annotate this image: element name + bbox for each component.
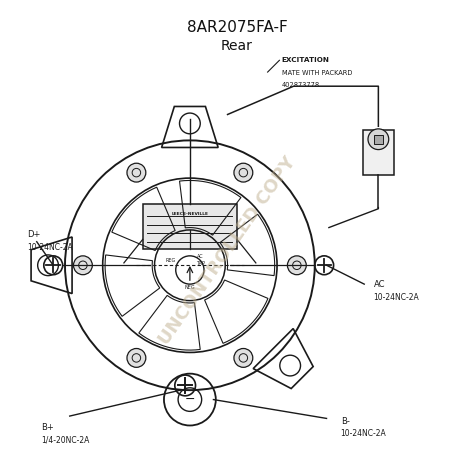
Text: −: − [185, 393, 195, 406]
Circle shape [73, 256, 92, 275]
Bar [143, 204, 237, 249]
Text: 10-24NC-2A: 10-24NC-2A [27, 243, 73, 252]
Text: B+: B+ [41, 423, 54, 432]
Circle shape [287, 256, 306, 275]
Text: LEECE-NEVILLE: LEECE-NEVILLE [172, 212, 209, 217]
Text: 10-24NC-2A: 10-24NC-2A [374, 293, 419, 302]
Text: 8AR2075FA-F: 8AR2075FA-F [187, 20, 287, 35]
Text: AC: AC [197, 254, 203, 259]
Bar [374, 135, 383, 144]
Text: 402873778: 402873778 [282, 82, 320, 88]
Text: 1/4-20NC-2A: 1/4-20NC-2A [41, 435, 90, 444]
Circle shape [127, 348, 146, 367]
Text: NEG: NEG [184, 285, 195, 291]
Circle shape [234, 163, 253, 182]
Text: REG: REG [166, 258, 176, 263]
Text: UNCONTROLLED COPY: UNCONTROLLED COPY [155, 154, 300, 348]
Text: B-: B- [341, 417, 349, 426]
Text: TAP: TAP [196, 261, 205, 266]
Text: MATE WITH PACKARD: MATE WITH PACKARD [282, 71, 352, 76]
Circle shape [368, 129, 389, 150]
Circle shape [127, 163, 146, 182]
Circle shape [234, 348, 253, 367]
Bar [363, 130, 394, 174]
Text: D+: D+ [27, 230, 41, 239]
Text: Rear: Rear [221, 39, 253, 53]
Text: 10-24NC-2A: 10-24NC-2A [341, 429, 386, 438]
Text: EXCITATION: EXCITATION [282, 57, 329, 64]
Text: AC: AC [374, 280, 385, 289]
